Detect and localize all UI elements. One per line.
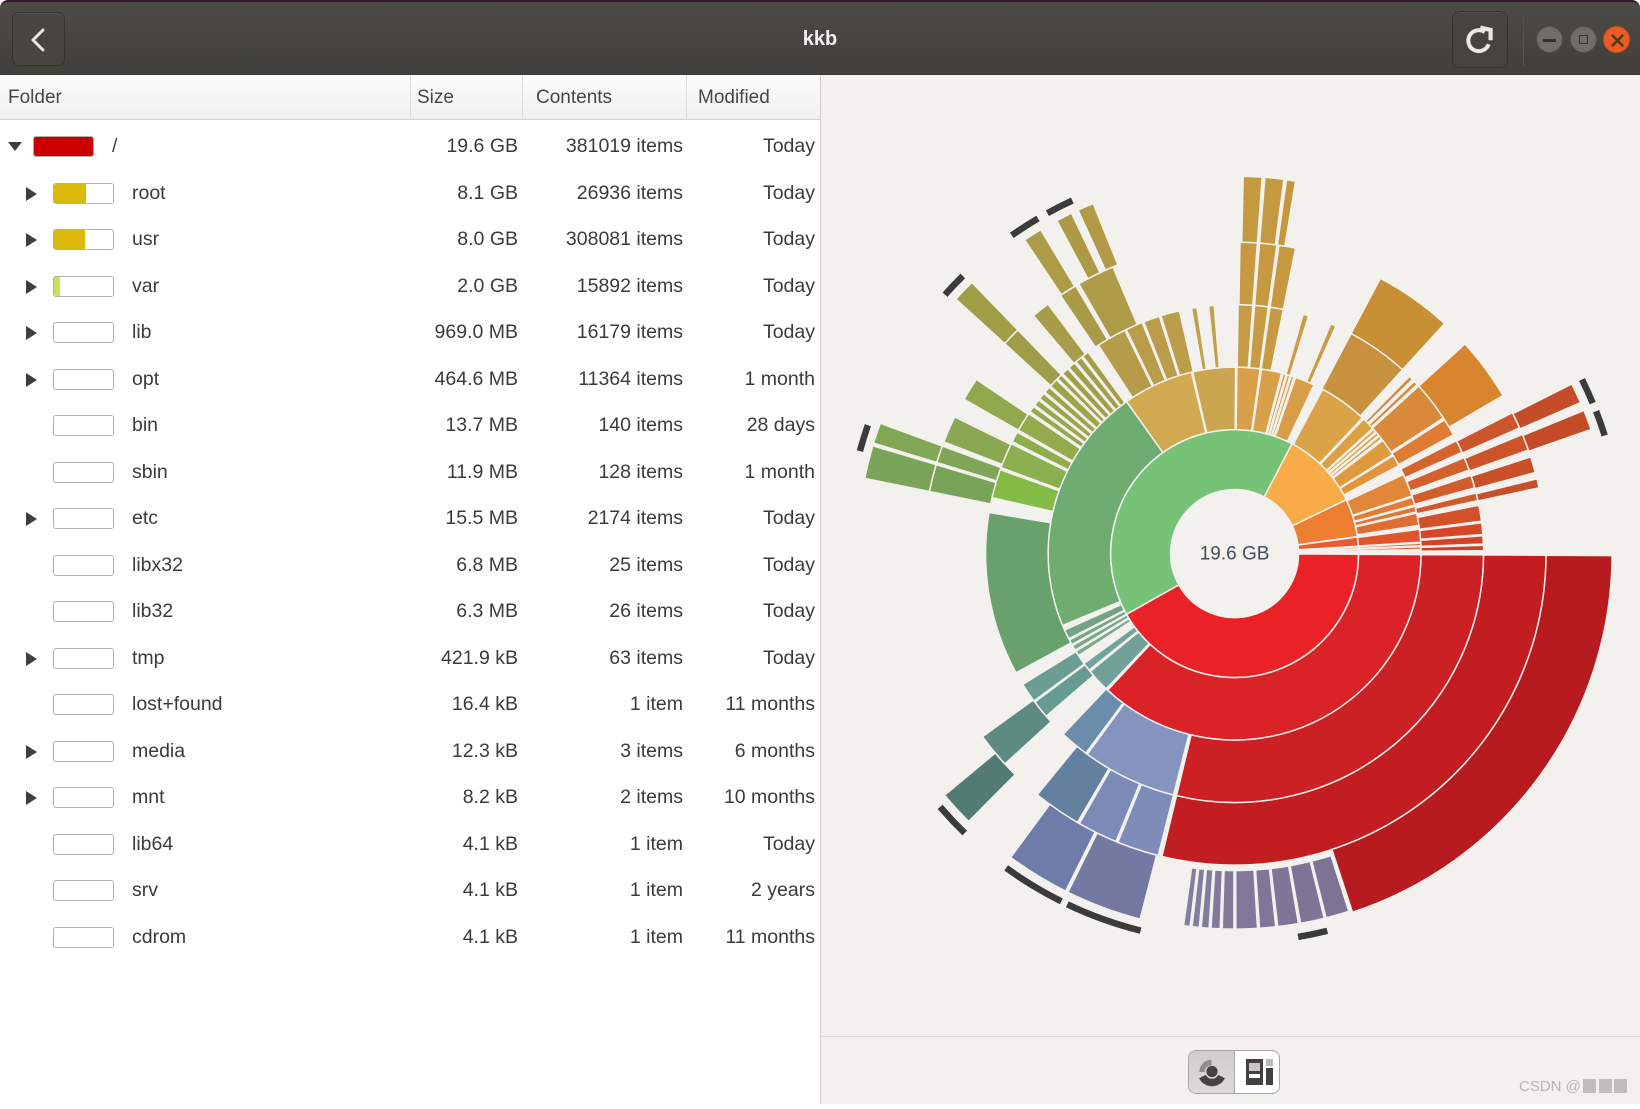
svg-text:19.6 GB: 19.6 GB <box>1200 544 1270 565</box>
